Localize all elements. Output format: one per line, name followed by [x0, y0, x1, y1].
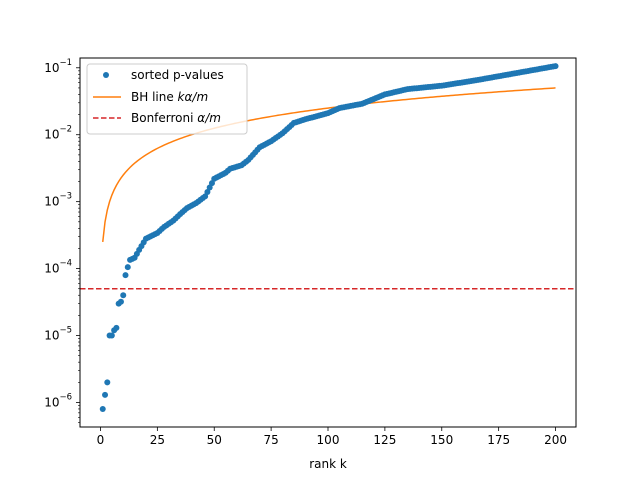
p-value-point	[552, 63, 559, 70]
x-tick-label: 125	[373, 433, 396, 447]
y-tick-label: 10−6	[44, 392, 72, 409]
legend-label-bh-line: BH line kα/m	[131, 90, 208, 104]
p-value-point	[99, 405, 106, 412]
p-value-point	[206, 184, 213, 191]
legend-marker-sorted-p-values	[103, 72, 109, 78]
x-tick-label: 0	[97, 433, 105, 447]
p-value-point	[104, 379, 111, 386]
p-value-point	[122, 272, 129, 279]
legend-label-sorted-p-values: sorted p-values	[131, 68, 224, 82]
x-axis-label: rank k	[309, 457, 347, 471]
y-tick-label: 10−3	[44, 192, 72, 209]
y-tick-label: 10−1	[44, 58, 72, 75]
x-tick-label: 50	[207, 433, 222, 447]
x-tick-label: 150	[430, 433, 453, 447]
legend-bonferroni-text: Bonferroni	[131, 111, 197, 125]
p-value-point	[204, 188, 211, 195]
legend-bh-text: BH line	[131, 90, 178, 104]
x-tick-label: 175	[487, 433, 510, 447]
p-value-point	[124, 264, 131, 271]
p-value-point	[120, 292, 127, 299]
x-tick-label: 25	[150, 433, 165, 447]
legend-bonferroni-math: α/m	[197, 111, 221, 125]
legend-bh-math: kα/m	[178, 90, 209, 104]
y-tick-label: 10−4	[44, 259, 72, 276]
bh-line	[102, 87, 556, 243]
x-tick-label: 200	[544, 433, 567, 447]
p-value-point	[108, 332, 115, 339]
x-tick-label: 100	[317, 433, 340, 447]
p-value-point	[208, 180, 215, 187]
x-tick-label: 75	[263, 433, 278, 447]
p-value-point	[117, 298, 124, 305]
plot-area	[80, 63, 576, 412]
legend-label-bonferroni: Bonferroni α/m	[131, 111, 221, 125]
legend-frame	[86, 63, 248, 135]
p-value-point	[202, 193, 209, 200]
x-axis-ticks: 0 25 50 75 100 125 150 175 200	[97, 427, 567, 447]
y-tick-label: 10−5	[44, 326, 72, 343]
y-tick-label: 10−2	[44, 125, 72, 142]
p-value-point	[113, 324, 120, 331]
legend: sorted p-values BH line kα/m Bonferroni …	[86, 63, 248, 135]
y-axis-ticks: 10−6 10−5 10−4 10−3 10−2 10−1	[44, 58, 80, 423]
p-value-point	[102, 391, 109, 398]
